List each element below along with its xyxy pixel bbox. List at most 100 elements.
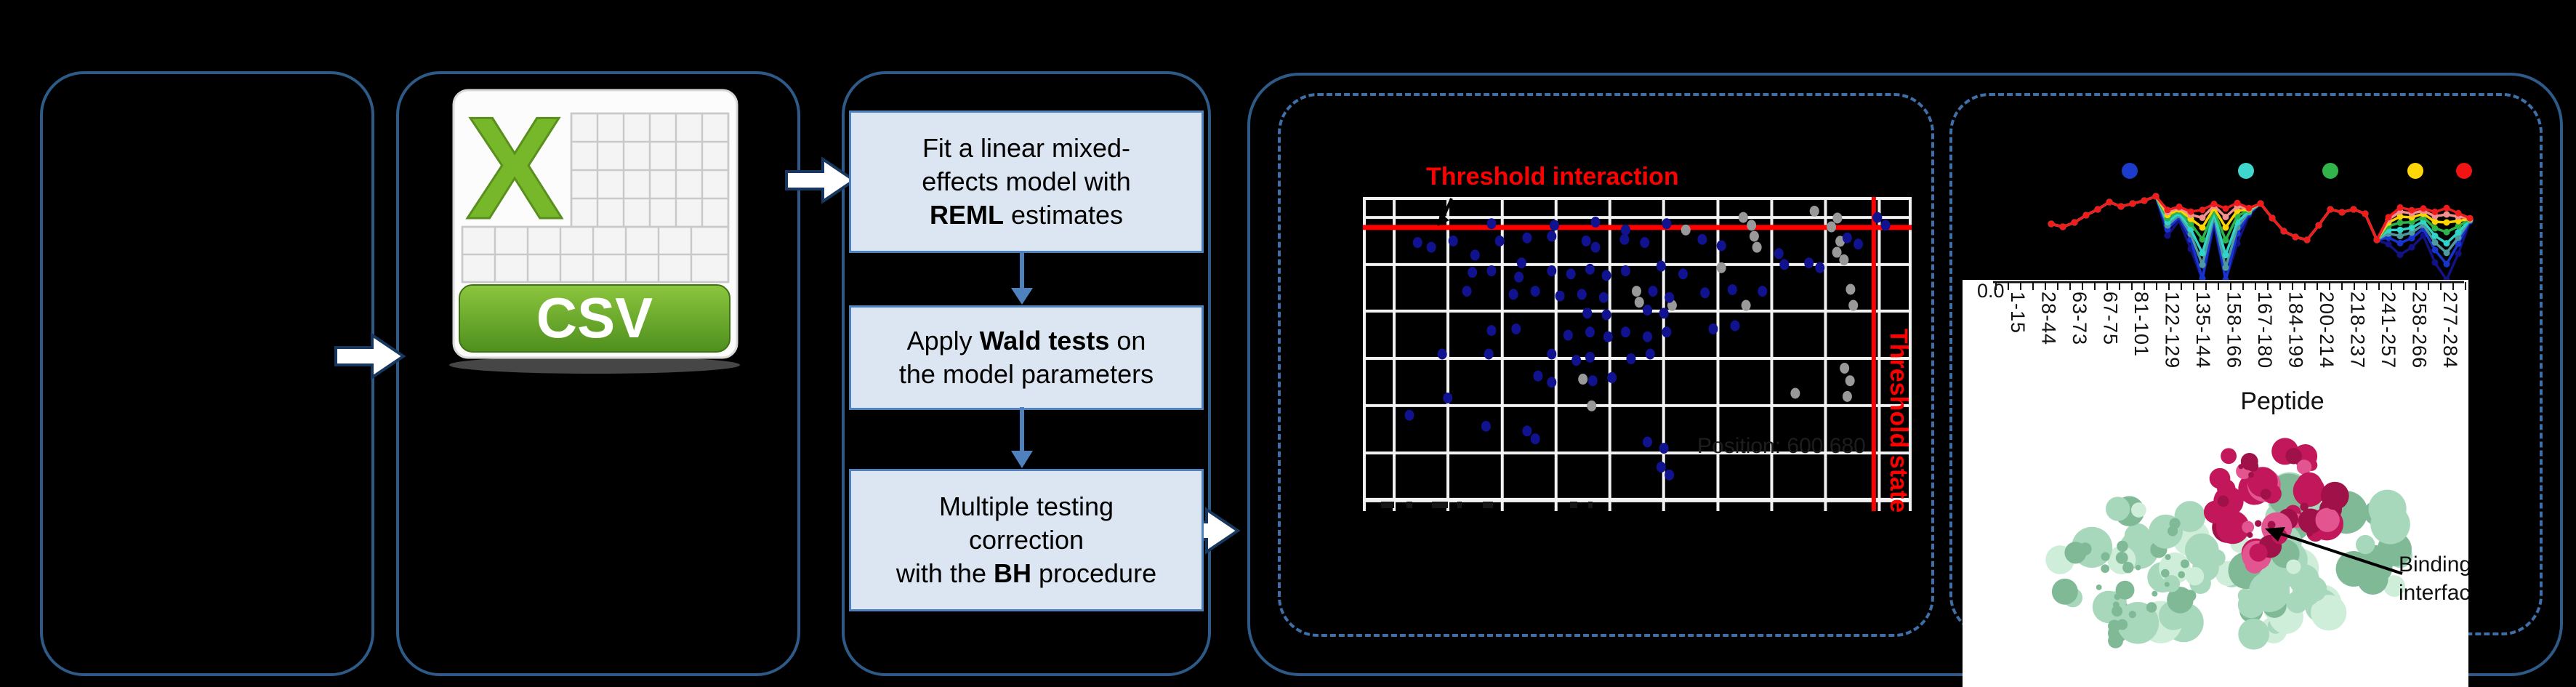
scatter-point-blue bbox=[1437, 348, 1447, 360]
protein-blob bbox=[2112, 601, 2120, 608]
t-cyan-marker bbox=[2408, 224, 2415, 231]
protein-blob bbox=[2286, 559, 2301, 574]
scatter-point-blue bbox=[1486, 325, 1497, 337]
flow-box-text: Multiple testing bbox=[938, 491, 1114, 521]
t-red-marker bbox=[2199, 206, 2206, 214]
scatter-point-blue bbox=[1547, 265, 1557, 277]
t-blue-marker bbox=[2408, 235, 2415, 242]
peptide-label-13: 258-266 bbox=[2408, 292, 2431, 369]
protein-blob bbox=[2174, 501, 2206, 532]
t-red-marker bbox=[2048, 220, 2055, 228]
protein-blob bbox=[2131, 502, 2146, 518]
protein-blob bbox=[2315, 507, 2340, 532]
scatter-point-blue bbox=[1662, 218, 1672, 230]
scatter-point-blue bbox=[1486, 218, 1497, 230]
protein-blob bbox=[2115, 551, 2128, 564]
protein-blob bbox=[2238, 618, 2269, 650]
protein-blob bbox=[2124, 523, 2151, 550]
scatter-point-blue bbox=[1522, 232, 1532, 244]
protein-blob bbox=[2117, 602, 2160, 644]
scatter-point-gray bbox=[1809, 205, 1819, 217]
protein-blob bbox=[2274, 576, 2290, 592]
peptide-label-3: 67-75 bbox=[2099, 292, 2122, 346]
scatter-point-blue bbox=[1530, 433, 1540, 445]
scatter-point-blue bbox=[1620, 326, 1630, 338]
scatter-point-blue bbox=[1412, 237, 1422, 249]
y-tick-zero: 0.0 bbox=[1977, 280, 2005, 302]
uptake-line-chart bbox=[2048, 193, 2474, 285]
flow-box-bh: Multiple testing correction with the BH pr… bbox=[849, 469, 1204, 611]
protein-blob bbox=[2247, 531, 2253, 539]
t-teal-marker bbox=[2199, 261, 2206, 268]
t-red-marker bbox=[2292, 233, 2299, 241]
t-navy-marker bbox=[2164, 232, 2171, 239]
flow-box-text: Apply bbox=[906, 325, 980, 355]
scatter-point-blue bbox=[1516, 257, 1526, 269]
binding-interface-arrow-icon bbox=[2265, 527, 2403, 575]
scatter-point-blue bbox=[1587, 375, 1598, 387]
faint-tick-smudge bbox=[1483, 502, 1493, 508]
scatter-point-blue bbox=[1494, 235, 1505, 246]
legend-dot-0 bbox=[2122, 163, 2138, 179]
scatter-point-gray bbox=[1846, 284, 1856, 295]
flow-box-text: with the bbox=[895, 558, 994, 589]
t-red-marker bbox=[2152, 193, 2160, 200]
flow-box-text: on bbox=[1109, 325, 1146, 355]
t-red-marker bbox=[2280, 228, 2287, 235]
panel-scatter-dashed bbox=[1278, 93, 1934, 637]
peptide-label-1: 28-44 bbox=[2037, 292, 2060, 346]
t-red-marker bbox=[2408, 206, 2415, 214]
protein-blob bbox=[2300, 502, 2309, 511]
t-red-marker bbox=[2187, 208, 2194, 215]
t-green-marker bbox=[2443, 228, 2450, 236]
flow-arrow-2-icon bbox=[785, 156, 857, 204]
flow-arrow-1-icon bbox=[334, 332, 406, 380]
peptide-label-6: 135-144 bbox=[2192, 292, 2214, 369]
down-arrow-2-icon bbox=[1011, 407, 1033, 468]
protein-blob bbox=[2260, 489, 2271, 500]
t-red-marker bbox=[2245, 204, 2253, 212]
protein-blob bbox=[2247, 460, 2259, 472]
scatter-point-blue bbox=[1774, 248, 1784, 260]
scatter-point-blue bbox=[1547, 348, 1557, 360]
scatter-point-blue bbox=[1656, 260, 1666, 272]
flow-box-text: procedure bbox=[1031, 558, 1157, 589]
spreadsheet-grid bbox=[461, 112, 730, 284]
t-red-marker bbox=[2210, 201, 2218, 208]
protein-blob bbox=[2184, 533, 2219, 568]
scatter-point-blue bbox=[1585, 351, 1595, 363]
scatter-point-blue bbox=[1643, 305, 1653, 316]
legend-dot-1 bbox=[2238, 163, 2254, 179]
t-cyan-marker bbox=[2199, 249, 2206, 257]
scatter-point-blue bbox=[1468, 267, 1478, 278]
scatter-title: Threshold interaction bbox=[1426, 163, 1679, 190]
flow-box-bold-term: BH bbox=[993, 558, 1031, 589]
scatter-point-blue bbox=[1577, 289, 1587, 300]
scatter-point-gray bbox=[1587, 400, 1597, 411]
protein-blob bbox=[2221, 448, 2237, 465]
protein-blob bbox=[2096, 584, 2102, 590]
scatter-point-blue bbox=[1443, 392, 1453, 403]
protein-blob bbox=[2101, 564, 2110, 574]
scatter-point-blue bbox=[1853, 238, 1863, 250]
protein-blob bbox=[2247, 467, 2278, 497]
scatter-point-blue bbox=[1779, 259, 1790, 270]
protein-blob bbox=[2356, 534, 2375, 555]
scatter-point-gray bbox=[1832, 246, 1842, 258]
scatter-point-blue bbox=[1590, 241, 1601, 253]
t-red-marker bbox=[2175, 203, 2183, 210]
scatter-point-blue bbox=[1470, 249, 1480, 261]
protein-blob bbox=[2117, 619, 2128, 630]
t-red-marker bbox=[2141, 197, 2148, 204]
t-salmon-marker bbox=[2222, 214, 2229, 220]
panel-stats-flow bbox=[842, 71, 1211, 676]
flow-box-bold-term: Wald tests bbox=[979, 325, 1110, 355]
t-teal-marker bbox=[2455, 234, 2462, 241]
t-yellow-marker bbox=[2199, 224, 2206, 231]
legend-dot-4 bbox=[2456, 163, 2472, 179]
scatter-point-blue bbox=[1730, 320, 1740, 332]
scatter-vertical-threshold-label: Threshold state bbox=[1885, 329, 1912, 513]
flow-box-text: effects model with bbox=[922, 166, 1131, 196]
scatter-point-blue bbox=[1626, 353, 1636, 364]
scatter-point-blue bbox=[1585, 326, 1595, 338]
